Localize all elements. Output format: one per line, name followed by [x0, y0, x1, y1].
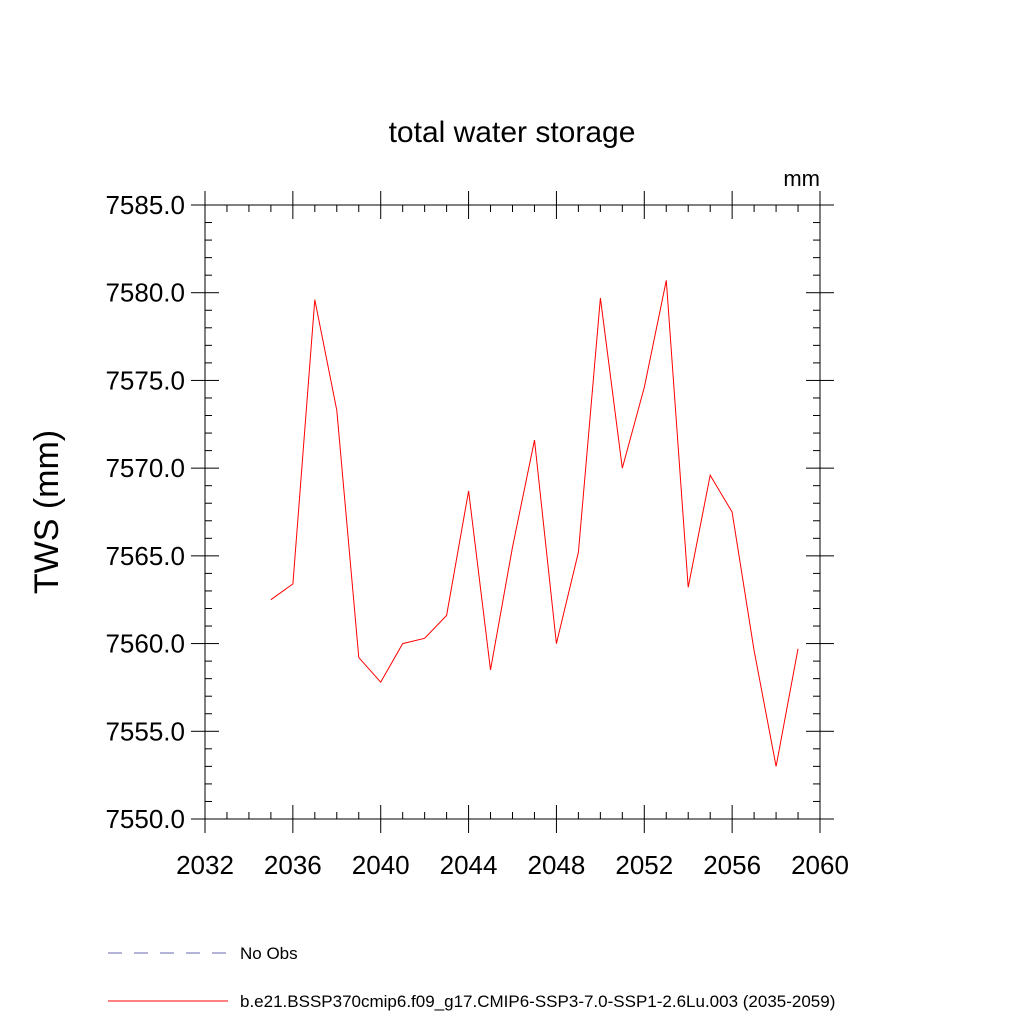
- legend-label-no-obs: No Obs: [240, 944, 298, 963]
- y-tick-label: 7585.0: [105, 190, 185, 220]
- y-tick-label: 7555.0: [105, 716, 185, 746]
- y-axis-ticks: 7550.0 7555.0 7560.0 7565.0 7570.0 7575.0 7580…: [105, 190, 834, 834]
- legend-label-model-run: b.e21.BSSP370cmip6.f09_g17.CMIP6-SSP3-7.…: [240, 992, 835, 1011]
- x-tick-label: 2048: [528, 850, 586, 880]
- y-tick-label: 7570.0: [105, 453, 185, 483]
- x-axis-ticks: 2032 2036 2040 2044 2048 2052 2056 2060: [176, 191, 849, 880]
- x-tick-label: 2040: [352, 850, 410, 880]
- y-axis-label: TWS (mm): [28, 430, 66, 594]
- y-tick-label: 7580.0: [105, 278, 185, 308]
- legend: No Obs b.e21.BSSP370cmip6.f09_g17.CMIP6-…: [108, 944, 835, 1011]
- series-line-0: [270, 280, 799, 767]
- x-tick-label: 2044: [440, 850, 498, 880]
- x-tick-label: 2056: [703, 850, 761, 880]
- y-tick-label: 7550.0: [105, 804, 185, 834]
- units-label: mm: [783, 166, 820, 191]
- x-tick-label: 2052: [615, 850, 673, 880]
- x-tick-label: 2036: [264, 850, 322, 880]
- y-tick-label: 7560.0: [105, 629, 185, 659]
- chart-title: total water storage: [389, 116, 636, 149]
- x-tick-label: 2060: [791, 850, 849, 880]
- y-tick-label: 7575.0: [105, 365, 185, 395]
- x-tick-label: 2032: [176, 850, 234, 880]
- plot-frame: [204, 204, 821, 820]
- y-tick-label: 7565.0: [105, 541, 185, 571]
- series-layer: [270, 280, 799, 767]
